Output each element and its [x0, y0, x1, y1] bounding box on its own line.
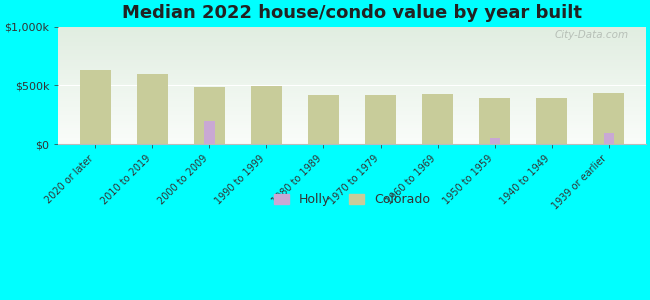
Bar	[58, 74, 646, 76]
Bar	[58, 40, 646, 42]
Bar	[58, 134, 646, 136]
Bar	[308, 95, 339, 144]
Bar	[58, 101, 646, 103]
Bar	[204, 121, 214, 144]
Bar	[58, 81, 646, 83]
Bar	[58, 117, 646, 118]
Bar	[58, 111, 646, 113]
Bar	[58, 80, 646, 81]
Bar	[58, 118, 646, 121]
Bar	[604, 133, 614, 144]
Bar	[58, 26, 646, 28]
Legend: Holly, Colorado: Holly, Colorado	[274, 193, 430, 206]
Bar	[58, 132, 646, 134]
Bar	[58, 85, 646, 87]
Title: Median 2022 house/condo value by year built: Median 2022 house/condo value by year bu…	[122, 4, 582, 22]
Bar	[58, 32, 646, 34]
Bar	[58, 87, 646, 89]
Bar	[58, 109, 646, 111]
Bar	[536, 98, 567, 144]
Bar	[58, 136, 646, 138]
Bar	[58, 121, 646, 122]
Bar	[58, 56, 646, 58]
Bar	[479, 98, 510, 144]
Bar	[58, 44, 646, 46]
Bar	[58, 127, 646, 128]
Bar	[58, 142, 646, 144]
Bar	[58, 128, 646, 130]
Bar	[58, 89, 646, 91]
Bar	[58, 103, 646, 105]
Bar	[194, 87, 225, 144]
Bar	[58, 38, 646, 40]
Bar	[58, 30, 646, 32]
Bar	[58, 124, 646, 127]
Bar	[58, 107, 646, 109]
Bar	[58, 77, 646, 80]
Bar	[58, 66, 646, 68]
Bar	[58, 115, 646, 117]
Bar	[58, 93, 646, 95]
Bar	[58, 68, 646, 70]
Bar	[58, 83, 646, 85]
Bar	[251, 86, 282, 144]
Bar	[58, 122, 646, 124]
Bar	[422, 94, 453, 144]
Bar	[58, 36, 646, 38]
Bar	[58, 99, 646, 101]
Bar	[58, 62, 646, 64]
Bar	[136, 74, 168, 144]
Bar	[58, 64, 646, 66]
Bar	[58, 138, 646, 140]
Bar	[58, 76, 646, 77]
Bar	[79, 70, 111, 144]
Bar	[58, 91, 646, 93]
Bar	[58, 60, 646, 62]
Bar	[58, 34, 646, 36]
Bar	[58, 130, 646, 132]
Bar	[58, 72, 646, 74]
Bar	[58, 46, 646, 48]
Bar	[58, 58, 646, 60]
Bar	[365, 95, 396, 144]
Bar	[58, 54, 646, 56]
Bar	[593, 93, 625, 144]
Bar	[58, 42, 646, 44]
Bar	[58, 50, 646, 52]
Bar	[58, 70, 646, 72]
Bar	[58, 95, 646, 97]
Bar	[58, 28, 646, 30]
Bar	[58, 52, 646, 54]
Bar	[58, 105, 646, 107]
Bar	[58, 140, 646, 142]
Bar	[58, 113, 646, 115]
Bar	[489, 139, 500, 144]
Bar	[58, 48, 646, 50]
Bar	[58, 97, 646, 99]
Text: City-Data.com: City-Data.com	[554, 30, 628, 40]
